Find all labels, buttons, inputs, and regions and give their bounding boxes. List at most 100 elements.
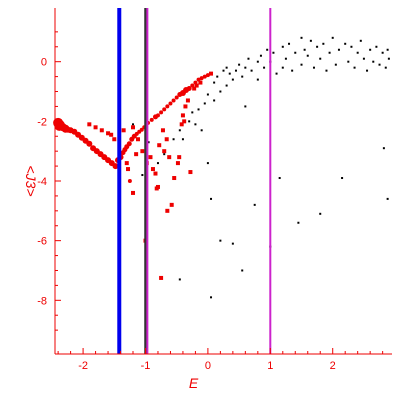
data-point	[210, 296, 213, 299]
data-point	[188, 120, 191, 123]
data-point	[181, 138, 184, 141]
data-point	[378, 63, 381, 66]
black-point-series	[94, 36, 390, 299]
data-point	[198, 80, 203, 85]
x-axis-label: E	[189, 375, 199, 391]
data-point	[341, 177, 344, 180]
data-point	[162, 107, 167, 112]
data-point	[155, 184, 160, 189]
data-point	[384, 66, 387, 69]
data-point	[155, 113, 160, 118]
data-point	[112, 137, 117, 142]
data-point	[253, 203, 256, 206]
data-point	[241, 75, 244, 78]
data-point	[350, 45, 353, 48]
data-point	[231, 242, 234, 245]
data-point	[344, 42, 347, 45]
y-tick-label: -8	[37, 295, 47, 307]
data-point	[241, 269, 244, 272]
data-point	[300, 63, 303, 66]
data-point	[387, 57, 390, 60]
data-point	[300, 36, 303, 39]
data-point	[199, 76, 204, 81]
data-point	[86, 140, 93, 147]
data-point	[322, 42, 325, 45]
data-point	[99, 128, 104, 133]
data-point	[150, 167, 155, 172]
data-point	[331, 36, 334, 39]
data-point	[291, 69, 294, 72]
data-point	[192, 86, 197, 91]
data-point	[163, 153, 166, 156]
data-point	[266, 48, 269, 51]
data-point	[164, 137, 169, 142]
data-point	[316, 45, 319, 48]
x-tick-label: 1	[267, 360, 273, 372]
data-point	[197, 108, 200, 111]
data-point	[203, 102, 206, 105]
data-point	[124, 161, 129, 166]
data-point	[359, 39, 362, 42]
y-axis-label: <J3>	[23, 165, 39, 196]
data-point	[178, 129, 181, 132]
data-point	[141, 174, 144, 177]
data-point	[278, 177, 281, 180]
data-point	[139, 127, 144, 132]
data-point	[263, 66, 266, 69]
data-point	[188, 170, 193, 175]
data-point	[334, 63, 337, 66]
data-point	[337, 48, 340, 51]
data-point	[231, 78, 234, 81]
data-point	[194, 123, 197, 126]
data-point	[147, 141, 150, 144]
data-point	[244, 66, 247, 69]
data-point	[93, 125, 98, 130]
data-point	[165, 104, 170, 109]
data-point	[168, 101, 173, 106]
data-point	[171, 98, 176, 103]
data-point	[185, 98, 190, 103]
vertical-markers	[117, 8, 272, 354]
data-point	[126, 167, 131, 172]
data-point	[325, 69, 328, 72]
data-point	[159, 275, 164, 280]
data-point	[312, 66, 315, 69]
data-point	[136, 137, 141, 142]
data-point	[219, 90, 222, 93]
x-tick-label: -1	[141, 360, 151, 372]
data-point	[213, 81, 216, 84]
data-point	[182, 119, 187, 124]
data-point	[234, 69, 237, 72]
data-point	[369, 48, 372, 51]
data-point	[272, 51, 275, 54]
data-point	[319, 57, 322, 60]
data-point	[131, 190, 136, 195]
data-point	[172, 138, 175, 141]
data-point	[328, 51, 331, 54]
data-point	[288, 42, 291, 45]
data-point	[306, 54, 309, 57]
data-point	[178, 278, 181, 281]
data-point	[131, 125, 136, 130]
data-point	[225, 66, 228, 69]
red-point-series	[53, 71, 214, 280]
data-point	[194, 83, 199, 88]
data-point	[140, 149, 145, 154]
data-point	[244, 105, 247, 108]
y-tick-label: -2	[37, 116, 47, 128]
data-point	[303, 48, 306, 51]
data-point	[179, 122, 184, 127]
data-point	[165, 208, 170, 213]
data-point	[256, 78, 259, 81]
data-point	[200, 129, 203, 132]
y-tick-label: 0	[41, 57, 47, 69]
data-point	[319, 212, 322, 215]
data-point	[153, 171, 158, 176]
data-point	[213, 99, 216, 102]
data-point	[362, 57, 365, 60]
data-point	[159, 110, 164, 115]
x-tick-label: 0	[205, 360, 211, 372]
data-point	[191, 111, 194, 114]
data-point	[87, 122, 92, 127]
